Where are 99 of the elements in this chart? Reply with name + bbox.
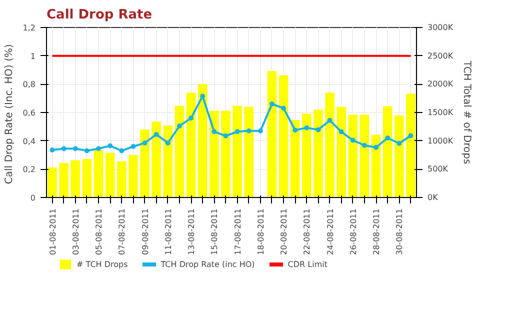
bar [244, 106, 254, 198]
bar [406, 94, 416, 198]
point [154, 132, 159, 137]
bar [278, 75, 288, 198]
point [108, 143, 113, 148]
point [258, 128, 263, 134]
x-tick-label: 24-08-2011 [326, 208, 335, 255]
bar [360, 114, 370, 198]
point [72, 146, 78, 152]
bar [232, 106, 242, 198]
bar [290, 120, 300, 198]
point [269, 102, 274, 106]
y-tick-label: 1 [30, 52, 36, 61]
point [246, 128, 252, 134]
bar [105, 152, 115, 198]
bar [210, 110, 219, 198]
bar [174, 106, 184, 198]
y2-tick-label: 2500K [428, 51, 454, 60]
x-tick-label: 18-08-2011 [256, 208, 266, 255]
bar [128, 155, 138, 198]
y2-axis-title: TCH Total # of Drops [461, 60, 472, 164]
point [119, 148, 124, 154]
point [338, 129, 344, 134]
y2-tick-label: 2000K [428, 80, 454, 89]
bar [348, 114, 358, 198]
point [130, 144, 136, 149]
x-tick-label: 05-08-2011 [94, 208, 104, 255]
y2-tick-label: 1500K [428, 108, 454, 117]
x-tick-label: 13-08-2011 [187, 208, 196, 255]
y-tick-label: 0,6 [22, 108, 36, 118]
bar [221, 110, 230, 198]
bar [371, 134, 381, 198]
y-tick-label: 0,8 [22, 80, 36, 90]
point [84, 148, 90, 154]
x-tick-label: 07-08-2011 [118, 208, 127, 255]
bar [70, 160, 80, 198]
x-tick-label: 15-08-2011 [210, 208, 220, 255]
y-tick-label: 0,2 [22, 165, 36, 174]
bar [59, 162, 68, 198]
point [165, 140, 170, 146]
point [234, 129, 240, 134]
x-tick-label: 28-08-2011 [372, 208, 382, 255]
bar [117, 161, 126, 198]
point [176, 123, 182, 128]
y-tick-label: 0 [30, 194, 36, 202]
bar [94, 150, 104, 198]
x-tick-label: 30-08-2011 [395, 208, 404, 255]
x-tick-label: 22-08-2011 [302, 208, 312, 255]
bar [336, 106, 346, 198]
point [96, 146, 102, 152]
x-tick-label: 20-08-2011 [280, 208, 289, 255]
bar [314, 110, 323, 198]
x-tick-label: 09-08-2011 [140, 208, 150, 255]
bar [48, 167, 57, 198]
bar [82, 158, 92, 198]
bar [325, 92, 334, 198]
legend-label: # TCH Drops [76, 260, 128, 268]
point [281, 106, 286, 111]
point [396, 140, 402, 146]
bar [267, 71, 277, 198]
point [212, 129, 217, 134]
point [223, 133, 228, 138]
point [408, 133, 414, 138]
bar [163, 126, 173, 198]
point [304, 125, 310, 130]
bar [198, 84, 208, 198]
point [362, 142, 367, 148]
bar [394, 115, 404, 198]
point [327, 118, 332, 123]
point [292, 128, 298, 133]
y2-tick-label: 0K [428, 193, 439, 202]
legend-label: CDR Limit [288, 260, 328, 268]
x-tick-label: 17-08-2011 [233, 208, 242, 255]
x-tick-label: 01-08-2011 [48, 208, 58, 255]
y-tick-label: 1,2 [22, 24, 36, 32]
y2-tick-label: 500K [428, 164, 449, 174]
y-tick-label: 0,4 [22, 136, 36, 146]
x-tick-label: 11-08-2011 [164, 208, 173, 255]
bar [382, 106, 392, 198]
point [374, 144, 379, 150]
bar [186, 92, 196, 198]
point [50, 148, 55, 153]
bar [302, 114, 312, 198]
x-tick-label: 03-08-2011 [71, 208, 80, 255]
point [142, 140, 148, 146]
point [316, 127, 321, 132]
bar [152, 122, 161, 198]
point [350, 138, 356, 143]
bar [140, 130, 150, 198]
point [385, 136, 390, 140]
point [188, 116, 194, 121]
y-axis-title: Call Drop Rate (Inc. HO) (%) [4, 44, 15, 184]
point [200, 94, 206, 99]
y2-tick-label: 3000K [428, 23, 454, 32]
y2-tick-label: 1000K [428, 136, 454, 146]
point [61, 146, 66, 152]
legend-label: TCH Drop Rate (inc HO) [160, 260, 255, 268]
chart-title: Call Drop Rate [46, 8, 152, 22]
x-tick-label: 26-08-2011 [348, 208, 358, 255]
